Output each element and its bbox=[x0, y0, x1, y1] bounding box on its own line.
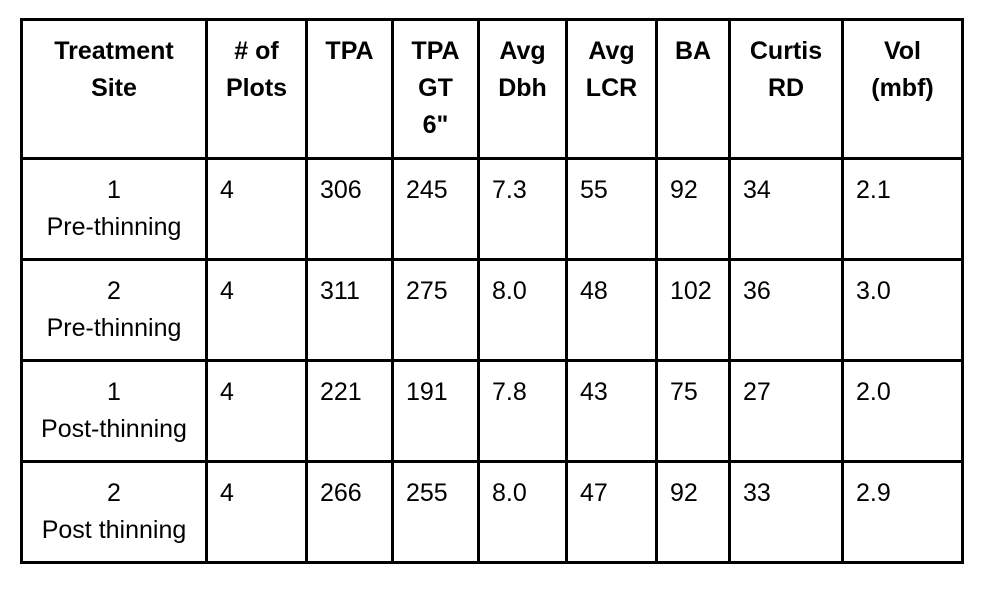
table-row: 1 Pre-thinning 4 306 245 7.3 55 92 34 2.1 bbox=[20, 157, 964, 261]
tpa-cell: 311 bbox=[305, 258, 394, 362]
column-header-avg-dbh: Avg Dbh bbox=[477, 18, 568, 160]
column-header-text: Plots bbox=[225, 74, 288, 102]
table-body: 1 Pre-thinning 4 306 245 7.3 55 92 34 2.1 2 Pre-thi… bbox=[20, 157, 964, 564]
tpa-cell: 306 bbox=[305, 157, 394, 261]
tpa-gt-6-cell: 245 bbox=[391, 157, 480, 261]
treatment-label: Pre-thinning bbox=[46, 213, 182, 241]
avg-dbh-cell: 7.8 bbox=[477, 359, 568, 463]
column-header-text: Avg bbox=[499, 37, 546, 65]
table-row: 1 Post-thinning 4 221 191 7.8 43 75 27 2.0 bbox=[20, 359, 964, 463]
column-header-text: 6" bbox=[422, 111, 449, 139]
avg-lcr-cell: 55 bbox=[565, 157, 658, 261]
treatment-label: Pre-thinning bbox=[46, 314, 182, 342]
column-header-text: BA bbox=[674, 37, 712, 65]
data-table: Treatment Site # of Plots TPA TPA GT 6" Avg Dbh Av… bbox=[20, 18, 964, 564]
treatment-site-cell: 1 Pre-thinning bbox=[20, 157, 208, 261]
column-header-avg-lcr: Avg LCR bbox=[565, 18, 658, 160]
curtis-rd-cell: 34 bbox=[728, 157, 844, 261]
ba-cell: 92 bbox=[655, 460, 731, 564]
avg-lcr-cell: 48 bbox=[565, 258, 658, 362]
column-header-text: (mbf) bbox=[871, 74, 934, 102]
column-header-ba: BA bbox=[655, 18, 731, 160]
vol-mbf-cell: 2.1 bbox=[841, 157, 964, 261]
num-plots-cell: 4 bbox=[205, 460, 308, 564]
column-header-text: RD bbox=[767, 74, 805, 102]
avg-lcr-cell: 43 bbox=[565, 359, 658, 463]
treatment-site-cell: 1 Post-thinning bbox=[20, 359, 208, 463]
column-header-curtis-rd: Curtis RD bbox=[728, 18, 844, 160]
column-header-text: Treatment bbox=[54, 37, 174, 65]
column-header-text: LCR bbox=[585, 74, 638, 102]
column-header-text: Site bbox=[91, 74, 137, 102]
column-header-text: Avg bbox=[588, 37, 635, 65]
column-header-text: Curtis bbox=[749, 37, 823, 65]
curtis-rd-cell: 33 bbox=[728, 460, 844, 564]
treatment-site-cell: 2 Post thinning bbox=[20, 460, 208, 564]
table-row: 2 Post thinning 4 266 255 8.0 47 92 33 2.9 bbox=[20, 460, 964, 564]
site-number: 2 bbox=[107, 479, 121, 507]
curtis-rd-cell: 36 bbox=[728, 258, 844, 362]
site-number: 2 bbox=[107, 277, 121, 305]
treatment-label: Post-thinning bbox=[41, 415, 187, 443]
avg-dbh-cell: 7.3 bbox=[477, 157, 568, 261]
curtis-rd-cell: 27 bbox=[728, 359, 844, 463]
site-number: 1 bbox=[107, 176, 121, 204]
header-row: Treatment Site # of Plots TPA TPA GT 6" Avg Dbh Av… bbox=[20, 18, 964, 160]
avg-lcr-cell: 47 bbox=[565, 460, 658, 564]
table-row: 2 Pre-thinning 4 311 275 8.0 48 102 36 3.0 bbox=[20, 258, 964, 362]
avg-dbh-cell: 8.0 bbox=[477, 258, 568, 362]
column-header-tpa: TPA bbox=[305, 18, 394, 160]
column-header-treatment-site: Treatment Site bbox=[20, 18, 208, 160]
ba-cell: 92 bbox=[655, 157, 731, 261]
num-plots-cell: 4 bbox=[205, 359, 308, 463]
vol-mbf-cell: 2.9 bbox=[841, 460, 964, 564]
tpa-cell: 221 bbox=[305, 359, 394, 463]
column-header-text: # of bbox=[234, 37, 279, 65]
tpa-cell: 266 bbox=[305, 460, 394, 564]
column-header-text: Vol bbox=[883, 37, 922, 65]
site-number: 1 bbox=[107, 378, 121, 406]
column-header-tpa-gt-6: TPA GT 6" bbox=[391, 18, 480, 160]
tpa-gt-6-cell: 255 bbox=[391, 460, 480, 564]
ba-cell: 75 bbox=[655, 359, 731, 463]
tpa-gt-6-cell: 275 bbox=[391, 258, 480, 362]
column-header-text: Dbh bbox=[498, 74, 547, 102]
column-header-vol-mbf: Vol (mbf) bbox=[841, 18, 964, 160]
vol-mbf-cell: 2.0 bbox=[841, 359, 964, 463]
treatment-label: Post thinning bbox=[41, 516, 187, 544]
column-header-num-plots: # of Plots bbox=[205, 18, 308, 160]
tpa-gt-6-cell: 191 bbox=[391, 359, 480, 463]
num-plots-cell: 4 bbox=[205, 258, 308, 362]
column-header-text: GT bbox=[418, 74, 453, 102]
treatment-site-cell: 2 Pre-thinning bbox=[20, 258, 208, 362]
num-plots-cell: 4 bbox=[205, 157, 308, 261]
avg-dbh-cell: 8.0 bbox=[477, 460, 568, 564]
column-header-text: TPA bbox=[325, 37, 374, 65]
ba-cell: 102 bbox=[655, 258, 731, 362]
column-header-text: TPA bbox=[411, 37, 460, 65]
vol-mbf-cell: 3.0 bbox=[841, 258, 964, 362]
